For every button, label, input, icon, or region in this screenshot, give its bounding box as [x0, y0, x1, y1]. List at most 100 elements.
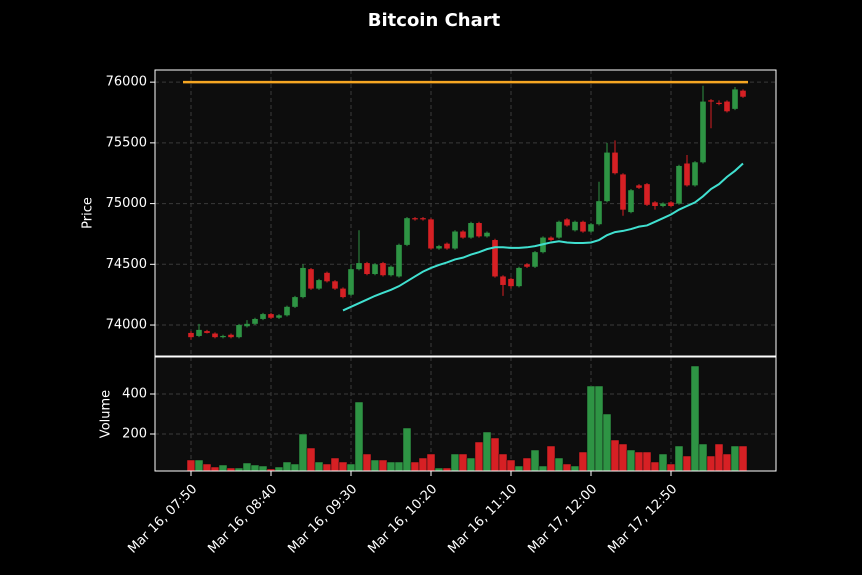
candle-body	[476, 223, 482, 237]
candle-body	[348, 269, 354, 295]
candle-body	[612, 152, 618, 174]
candle-body	[556, 221, 562, 238]
volume-bar	[618, 443, 628, 472]
candle-body	[332, 281, 338, 289]
y-tick-label: 74000	[106, 318, 147, 333]
volume-bar	[690, 365, 700, 472]
volume-bar	[418, 457, 428, 472]
candle-body	[364, 263, 370, 275]
volume-bar	[714, 443, 724, 472]
volume-bar	[314, 461, 324, 472]
volume-bar	[706, 455, 716, 472]
candle-body	[700, 101, 706, 163]
candle-body	[468, 223, 474, 238]
volume-bar	[722, 453, 732, 472]
candle-body	[220, 335, 226, 338]
candle-body	[236, 325, 242, 338]
candle-body	[484, 232, 490, 237]
volume-bar	[530, 449, 540, 472]
candle-body	[300, 267, 306, 298]
candle-body	[444, 243, 450, 249]
candle-body	[212, 333, 218, 338]
candle-body	[620, 174, 626, 210]
volume-bar	[554, 457, 564, 472]
volume-bar	[394, 461, 404, 472]
y-tick-label: 74500	[106, 257, 147, 272]
candle-body	[412, 218, 418, 220]
candle-body	[548, 237, 554, 241]
volume-bar	[210, 466, 220, 472]
candle-body	[676, 165, 682, 204]
candle-body	[252, 318, 258, 324]
volume-bar	[610, 439, 620, 472]
candle-body	[308, 269, 314, 289]
volume-bar	[474, 441, 484, 472]
candle-body	[692, 162, 698, 186]
candle-body	[188, 332, 194, 338]
y-tick-label: 75000	[106, 196, 147, 211]
y-axis-label: Volume	[99, 390, 114, 438]
candle-body	[380, 263, 386, 276]
volume-bar	[450, 453, 460, 472]
candle-body	[276, 315, 282, 318]
volume-bar	[258, 465, 268, 472]
volume-bar	[194, 459, 204, 472]
volume-frame	[154, 356, 777, 472]
candle-body	[596, 201, 602, 225]
volume-bar	[426, 453, 436, 472]
volume-bar	[562, 463, 572, 472]
volume-bar	[282, 461, 292, 472]
candle-body	[428, 219, 434, 249]
volume-bar	[290, 463, 300, 472]
volume-bar	[594, 385, 604, 472]
volume-bar	[466, 457, 476, 472]
volume-bar	[586, 385, 596, 472]
y-axis-label: Price	[81, 197, 96, 229]
candle-body	[292, 297, 298, 307]
volume-bar	[386, 461, 396, 472]
candle-body	[516, 267, 522, 287]
candle-body	[652, 202, 658, 207]
candle-body	[636, 185, 642, 188]
candle-body	[436, 246, 442, 249]
volume-bar	[458, 453, 468, 472]
volume-bar	[522, 457, 532, 472]
volume-bar	[202, 463, 212, 472]
volume-bar	[410, 461, 420, 472]
chart-title: Bitcoin Chart	[368, 10, 501, 31]
candle-body	[196, 329, 202, 336]
candle-body	[644, 184, 650, 205]
candle-body	[356, 263, 362, 270]
volume-bar	[338, 461, 348, 472]
volume-bar	[674, 445, 684, 472]
price-panel	[155, 70, 776, 356]
candle-body	[508, 278, 514, 287]
candle-body	[404, 218, 410, 245]
candle-body	[724, 101, 730, 112]
y-tick-label: 200	[122, 427, 147, 442]
candle-body	[580, 221, 586, 232]
candle-body	[732, 89, 738, 109]
candle-body	[660, 203, 666, 207]
y-tick-label: 75500	[106, 135, 147, 150]
volume-bar	[218, 464, 228, 472]
volume-bar	[570, 465, 580, 472]
volume-bar	[578, 451, 588, 472]
volume-bar	[666, 463, 676, 472]
volume-bar	[370, 459, 380, 472]
candle-body	[708, 100, 714, 102]
price-frame	[154, 69, 777, 357]
y-tick-label: 76000	[106, 75, 147, 90]
volume-bar	[642, 451, 652, 472]
volume-bar	[362, 453, 372, 472]
volume-bar	[378, 459, 388, 472]
candle-body	[420, 218, 426, 220]
volume-bar	[354, 401, 364, 472]
volume-bar	[546, 445, 556, 472]
volume-bar	[698, 443, 708, 472]
candle-body	[372, 264, 378, 275]
candle-body	[716, 102, 722, 105]
volume-bar	[274, 466, 284, 472]
candle-body	[316, 280, 322, 289]
volume-bar	[682, 455, 692, 472]
